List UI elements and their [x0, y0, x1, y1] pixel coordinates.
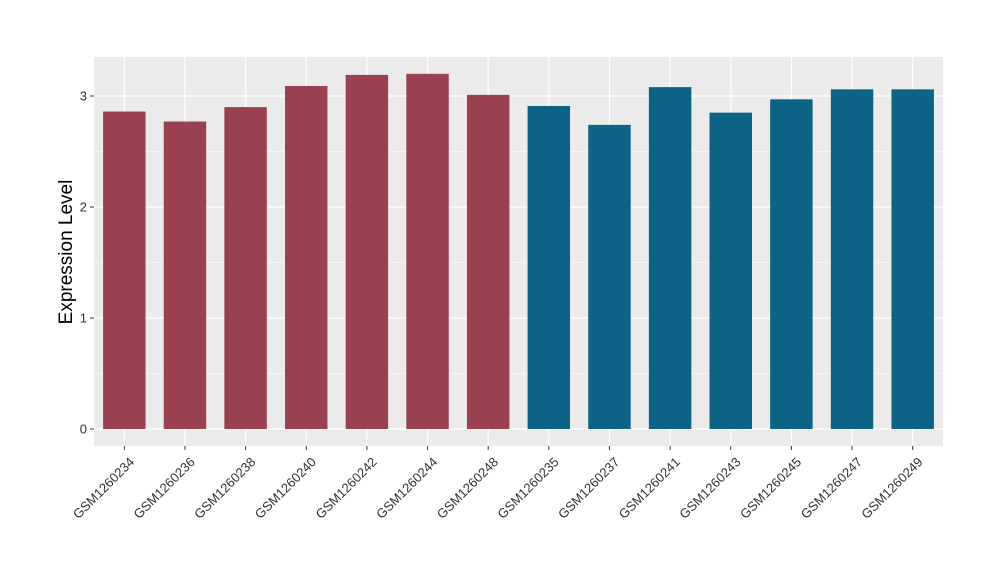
y-tick-label: 3 — [80, 89, 87, 104]
x-tick-label: GSM1260247 — [798, 454, 865, 521]
x-tick-label: GSM1260242 — [312, 454, 379, 521]
bar-GSM1260236 — [163, 121, 207, 429]
y-axis: 0 1 2 3 — [80, 89, 94, 437]
bar-GSM1260242 — [345, 74, 389, 429]
x-axis: GSM1260234GSM1260236GSM1260238GSM1260240… — [70, 446, 926, 522]
x-tick-label: GSM1260236 — [131, 454, 198, 521]
x-tick-label: GSM1260237 — [555, 454, 622, 521]
bar-GSM1260245 — [770, 99, 813, 429]
bar-GSM1260238 — [224, 107, 267, 429]
bar-GSM1260243 — [709, 112, 752, 430]
x-tick-label: GSM1260248 — [434, 454, 501, 521]
bar-GSM1260235 — [527, 105, 571, 430]
x-tick-label: GSM1260244 — [373, 454, 440, 521]
y-axis-title: Expression Level — [56, 180, 77, 325]
x-tick-label: GSM1260249 — [858, 454, 925, 521]
bar-GSM1260241 — [648, 87, 692, 430]
x-tick-label: GSM1260243 — [676, 454, 743, 521]
bar-GSM1260244 — [406, 73, 449, 430]
x-tick-label: GSM1260240 — [252, 454, 319, 521]
y-tick-label: 2 — [80, 200, 87, 215]
y-tick-label: 0 — [80, 422, 87, 437]
bar-GSM1260240 — [285, 86, 328, 429]
bar-GSM1260234 — [103, 111, 146, 429]
bar-GSM1260247 — [830, 89, 874, 429]
bar-GSM1260249 — [891, 89, 934, 429]
bar-GSM1260248 — [466, 94, 510, 429]
bars — [103, 73, 934, 430]
x-tick-label: GSM1260235 — [494, 454, 561, 521]
x-tick-label: GSM1260234 — [70, 454, 137, 521]
x-tick-label: GSM1260245 — [737, 454, 804, 521]
bar-GSM1260237 — [588, 124, 631, 430]
x-tick-label: GSM1260241 — [616, 454, 683, 521]
y-tick-label: 1 — [80, 311, 87, 326]
x-tick-label: GSM1260238 — [191, 454, 258, 521]
plot-panel — [94, 57, 943, 446]
